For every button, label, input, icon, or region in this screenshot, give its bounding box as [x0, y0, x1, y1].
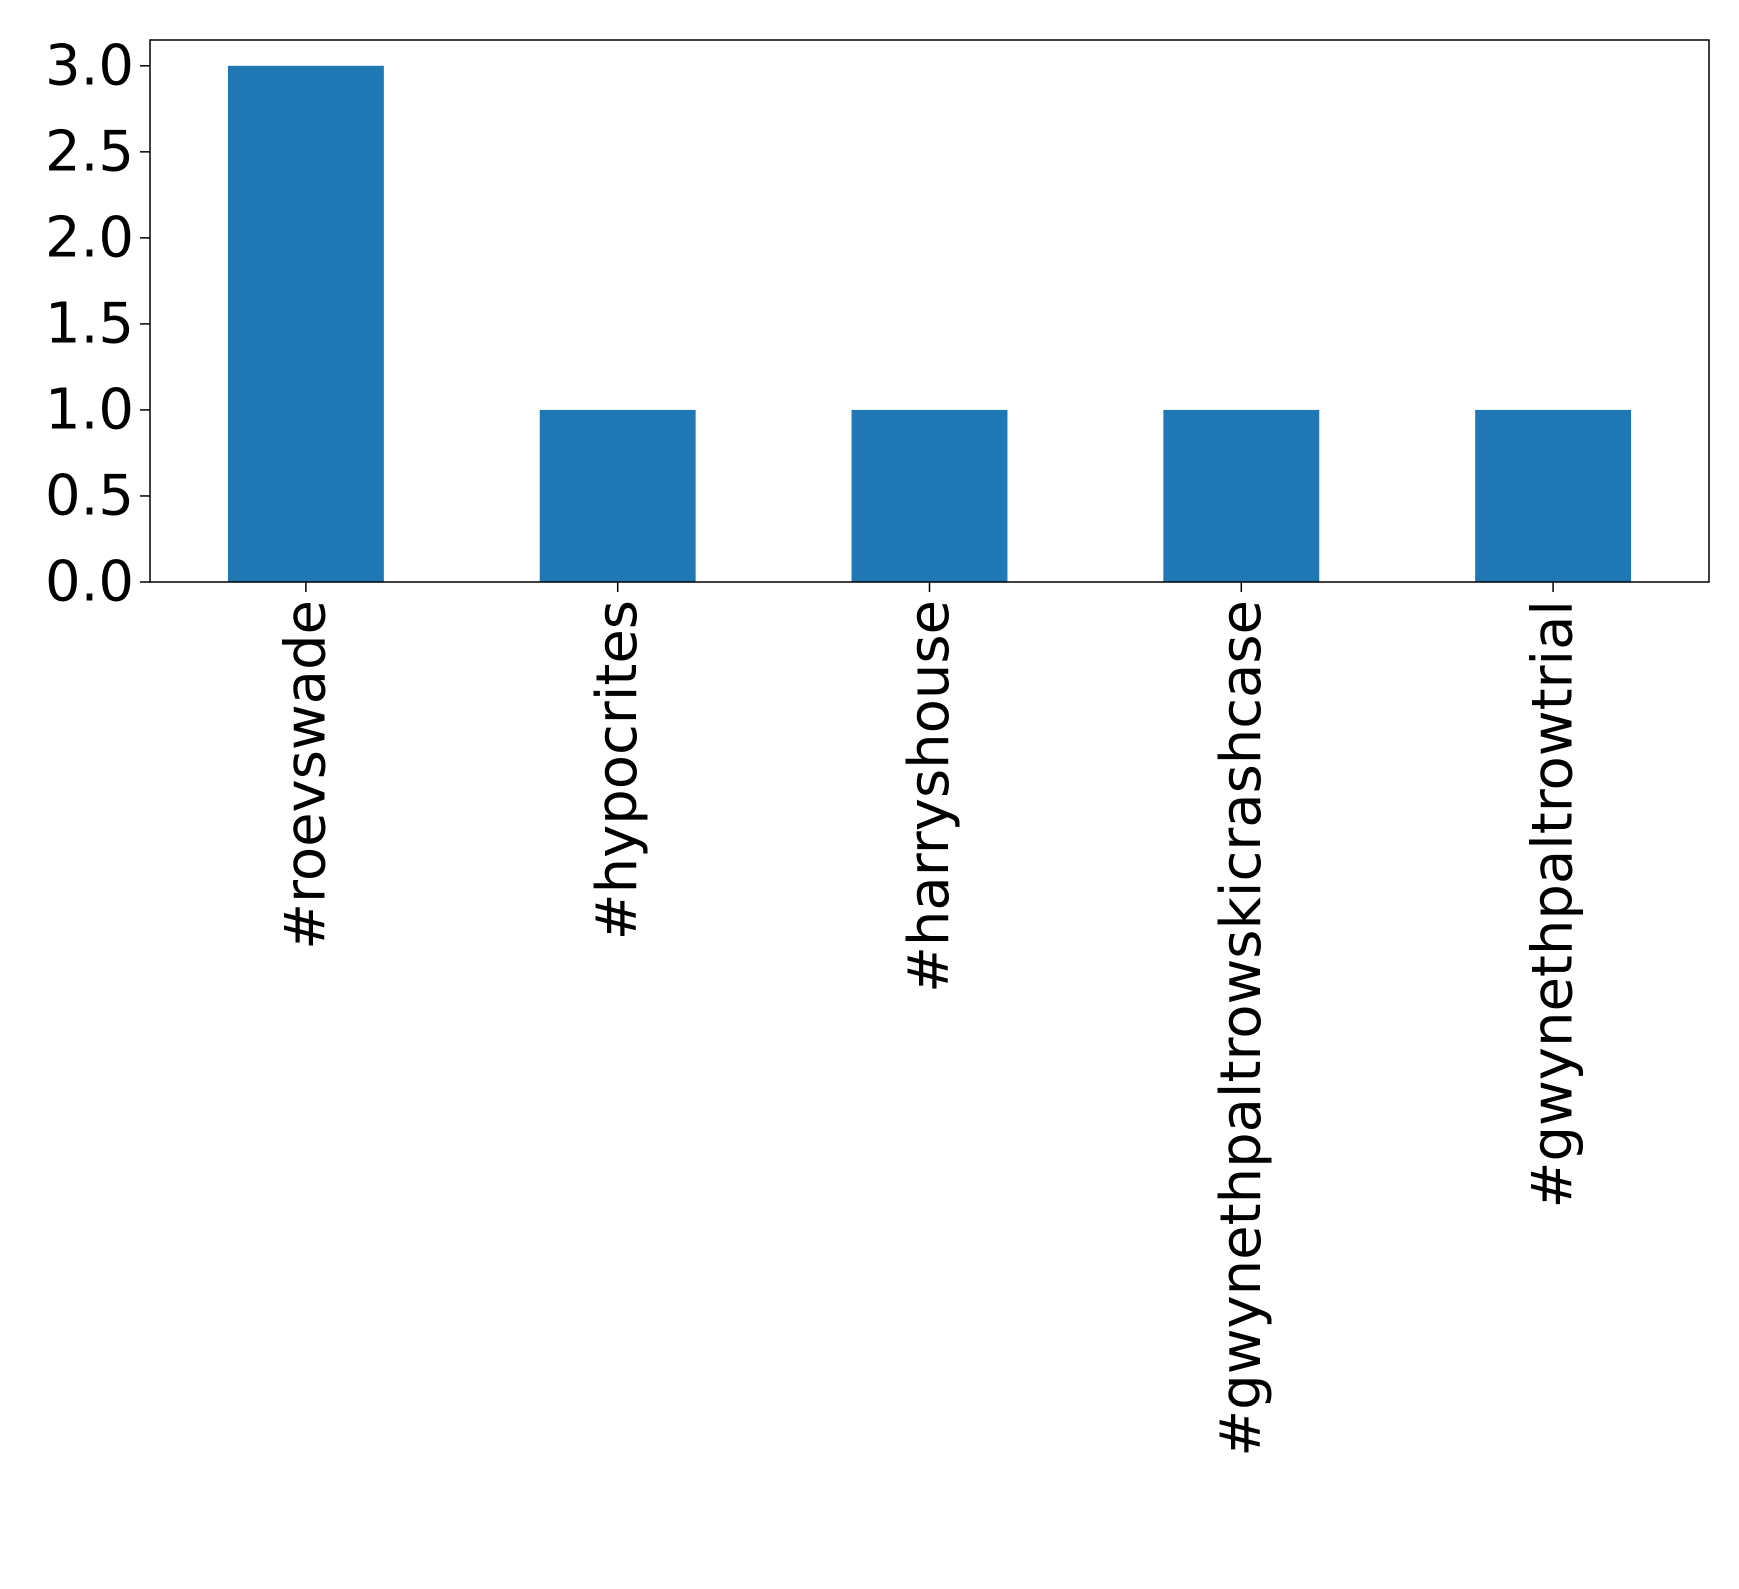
x-axis: #roevswade #hypocrites #harryshouse #gwynet…: [273, 582, 1586, 1457]
y-tick-label: 2.5: [45, 119, 134, 184]
x-tick-label: #hypocrites: [585, 600, 650, 940]
y-tick-label: 0.0: [45, 550, 134, 615]
bars-layer: [227, 65, 1632, 583]
y-tick-label: 3.0: [45, 33, 134, 98]
bar: [851, 409, 1008, 582]
bar: [227, 65, 384, 583]
bar: [1475, 409, 1632, 582]
y-tick-label: 1.5: [45, 291, 134, 356]
bar: [1163, 409, 1320, 582]
x-tick-label: #gwynethpaltrowtrial: [1521, 600, 1586, 1208]
y-tick-label: 2.0: [45, 205, 134, 270]
x-tick-label: #harryshouse: [897, 600, 962, 993]
y-axis: 0.0 0.5 1.0 1.5 2.0 2.5 3.0: [45, 33, 150, 615]
bar: [539, 409, 696, 582]
y-tick-label: 0.5: [45, 463, 134, 528]
x-tick-label: #gwynethpaltrowskicrashcase: [1209, 600, 1274, 1457]
x-tick-label: #roevswade: [273, 600, 338, 950]
y-tick-label: 1.0: [45, 377, 134, 442]
